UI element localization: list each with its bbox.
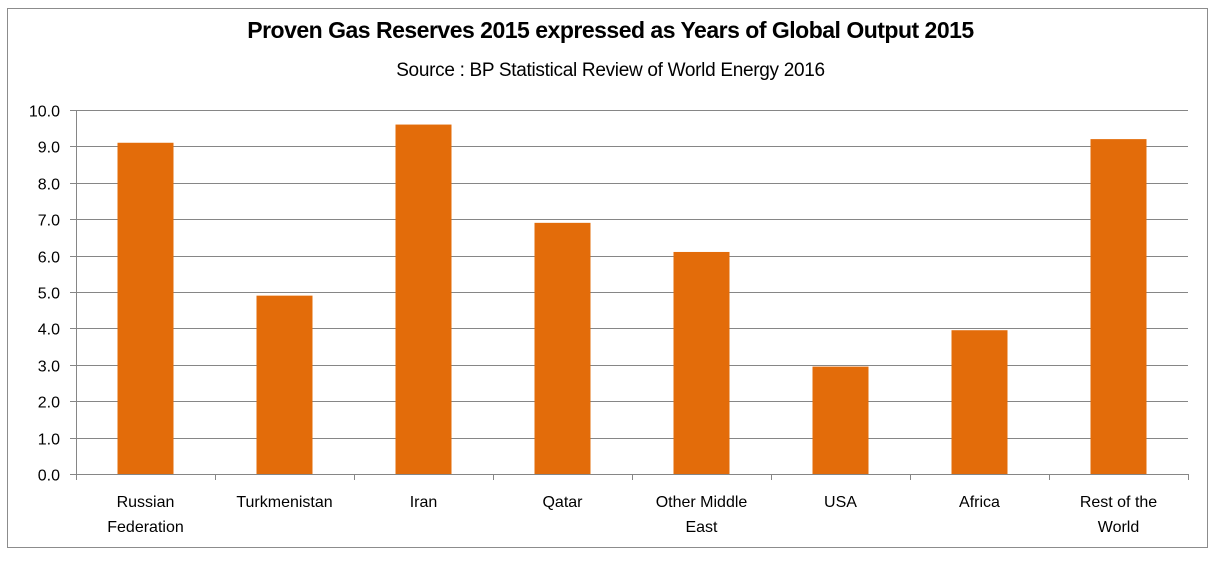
bar	[1090, 139, 1147, 474]
y-tick-label: 7.0	[38, 213, 60, 230]
y-tick-labels: 0.0 1.0 2.0 3.0 4.0 5.0 6.0 7.0 8.0 9.0 10.0	[29, 104, 60, 485]
bar	[256, 295, 313, 474]
x-tick-label: Other Middle	[656, 494, 748, 511]
bar	[117, 142, 174, 474]
x-tick-label: Russian	[117, 494, 175, 511]
x-tick-label: Iran	[410, 494, 438, 511]
x-tick-labels: Russian Federation Turkmenistan Iran Qatar Ot…	[107, 494, 1157, 536]
y-tick-label: 0.0	[38, 468, 60, 485]
x-tick-label: Federation	[107, 519, 184, 536]
y-tick-label: 9.0	[38, 140, 60, 157]
y-tick-label: 6.0	[38, 250, 60, 267]
bar	[951, 330, 1008, 474]
bar	[673, 251, 730, 474]
y-tick-label: 10.0	[29, 104, 60, 121]
y-tick-label: 1.0	[38, 432, 60, 449]
bar	[395, 124, 452, 474]
y-tick-label: 5.0	[38, 286, 60, 303]
bar	[812, 366, 869, 474]
x-tick-label: World	[1098, 519, 1140, 536]
bars	[117, 124, 1147, 474]
y-tick-label: 3.0	[38, 359, 60, 376]
y-tick-label: 2.0	[38, 395, 60, 412]
chart-subtitle: Source : BP Statistical Review of World …	[396, 60, 825, 81]
x-tick-label: Qatar	[542, 494, 583, 511]
x-tick-label: Africa	[959, 494, 1000, 511]
x-tick-label: East	[685, 519, 718, 536]
y-tick-label: 4.0	[38, 322, 60, 339]
x-tick-label: Turkmenistan	[236, 494, 332, 511]
axes	[70, 110, 1189, 480]
chart-frame	[7, 8, 1208, 548]
bar	[534, 222, 591, 474]
chart-title: Proven Gas Reserves 2015 expressed as Ye…	[247, 17, 974, 43]
x-tick-label: USA	[824, 494, 857, 511]
x-tick-label: Rest of the	[1080, 494, 1157, 511]
gridlines	[76, 110, 1188, 439]
y-tick-label: 8.0	[38, 177, 60, 194]
